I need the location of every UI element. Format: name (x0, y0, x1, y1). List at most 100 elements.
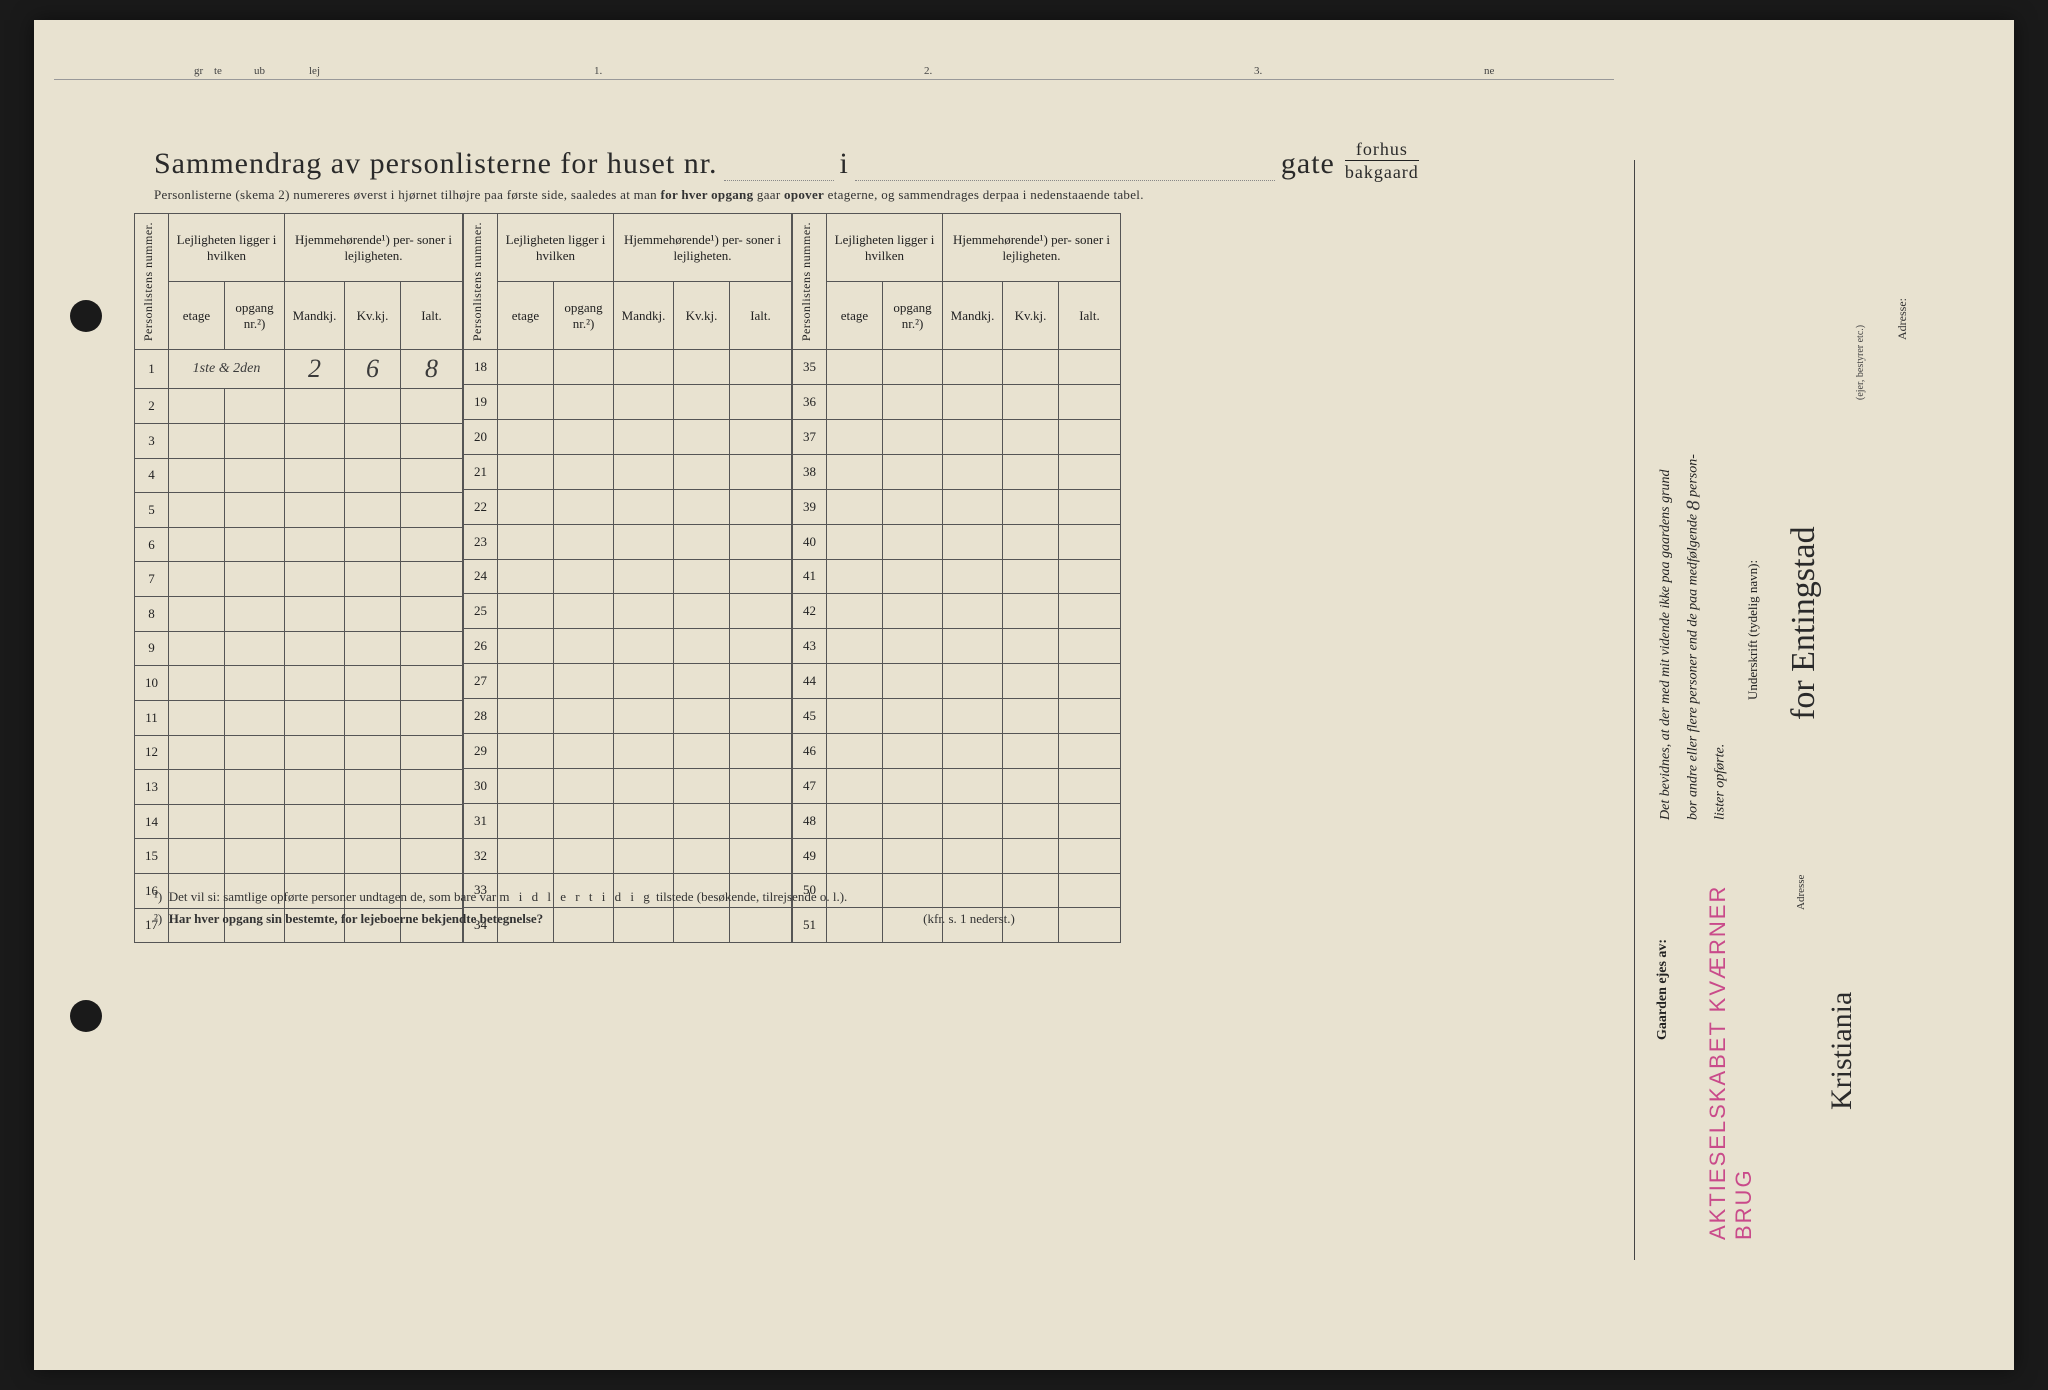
table-cell (674, 419, 730, 454)
table-row: 49 (793, 838, 1121, 873)
table-cell (614, 733, 674, 768)
table-cell (730, 664, 792, 699)
table-cell (498, 350, 554, 385)
table-cell (285, 597, 345, 632)
table-cell (401, 770, 463, 805)
table-cell (614, 629, 674, 664)
table-row: 10 (135, 666, 463, 701)
frag-label: 2. (924, 65, 932, 77)
table-cell (730, 699, 792, 734)
fraction-top: forhus (1345, 140, 1419, 161)
table-cell (401, 839, 463, 874)
table-row: 29 (464, 733, 792, 768)
underskrift-label: Underskrift (tydelig navn): (1745, 180, 1761, 700)
table-cell (401, 527, 463, 562)
table-cell (554, 768, 614, 803)
table-cell: 41 (793, 559, 827, 594)
table-cell: 9 (135, 631, 169, 666)
table-cell (1003, 559, 1059, 594)
table-cell: 11 (135, 700, 169, 735)
table-cell (943, 454, 1003, 489)
table-cell: 2 (135, 389, 169, 424)
table-row: 46 (793, 733, 1121, 768)
table-cell: 25 (464, 594, 498, 629)
col-group-hjemme: Hjemmehørende¹) per- soner i lejligheten… (285, 214, 463, 282)
col-group-lejlighet: Lejligheten ligger i hvilken (169, 214, 285, 282)
table-cell: 7 (135, 562, 169, 597)
table-cell (943, 664, 1003, 699)
col-opgang: opgang nr.²) (883, 282, 943, 350)
table-cell (674, 454, 730, 489)
col-mandkj: Mandkj. (943, 282, 1003, 350)
table-row: 8 (135, 597, 463, 632)
table-cell: 42 (793, 594, 827, 629)
frag-label: te (214, 65, 222, 77)
table-cell (225, 631, 285, 666)
table-cell (943, 838, 1003, 873)
attestation-block: Det bevidnes, at der med mit vidende ikk… (1655, 180, 1955, 820)
table-cell (345, 631, 401, 666)
table-cell (345, 666, 401, 701)
table-cell: 30 (464, 768, 498, 803)
table-cell (883, 454, 943, 489)
table-cell (674, 350, 730, 385)
table-cell (883, 385, 943, 420)
table-cell (225, 804, 285, 839)
col-personlistens: Personlistens nummer. (139, 216, 158, 347)
table-cell (1059, 629, 1121, 664)
table-cell (1003, 699, 1059, 734)
table-cell (225, 770, 285, 805)
table-cell (730, 489, 792, 524)
table-cell: 15 (135, 839, 169, 874)
table-cell (401, 597, 463, 632)
table-cell (674, 803, 730, 838)
table-row: 2 (135, 389, 463, 424)
table-cell (883, 838, 943, 873)
table-cell (883, 489, 943, 524)
table-cell: 8 (401, 350, 463, 389)
table-cell (1003, 454, 1059, 489)
table-cell (827, 559, 883, 594)
punch-hole (70, 1000, 102, 1032)
table-cell (401, 458, 463, 493)
table-cell: 3 (135, 423, 169, 458)
col-personlistens: Personlistens nummer. (797, 216, 816, 347)
table-cell (554, 454, 614, 489)
table-cell (730, 385, 792, 420)
table-cell (1059, 733, 1121, 768)
frag-label: ne (1484, 65, 1494, 77)
table-cell: 35 (793, 350, 827, 385)
table-cell (498, 419, 554, 454)
frag-label: 1. (594, 65, 602, 77)
table-cell (554, 419, 614, 454)
form-title: Sammendrag av personlisterne for huset n… (154, 140, 1614, 181)
owner-adresse-label: Adresse (1795, 820, 1807, 910)
table-cell (498, 803, 554, 838)
table-cell (401, 423, 463, 458)
table-cell (1059, 803, 1121, 838)
table-row: 41 (793, 559, 1121, 594)
census-tables: Personlistens nummer. Lejligheten ligger… (134, 213, 1604, 881)
table-cell (1059, 454, 1121, 489)
table-cell: 1ste & 2den (169, 350, 285, 389)
table-cell (401, 735, 463, 770)
table-cell (730, 803, 792, 838)
owner-stamp: AKTIESELSKABET KVÆRNER BRUG (1705, 820, 1757, 1240)
table-row: 22 (464, 489, 792, 524)
table-row: 4 (135, 458, 463, 493)
table-cell (827, 385, 883, 420)
table-row: 47 (793, 768, 1121, 803)
table-cell (169, 666, 225, 701)
table-cell (169, 770, 225, 805)
table-cell (1059, 699, 1121, 734)
punch-hole (70, 300, 102, 332)
table-cell (674, 385, 730, 420)
table-cell (943, 350, 1003, 385)
frag-label: ub (254, 65, 265, 77)
table-row: 32 (464, 838, 792, 873)
col-group-lejlighet: Lejligheten ligger i hvilken (498, 214, 614, 282)
table-cell (883, 803, 943, 838)
table-cell (1059, 489, 1121, 524)
table-cell (827, 699, 883, 734)
table-cell (345, 700, 401, 735)
